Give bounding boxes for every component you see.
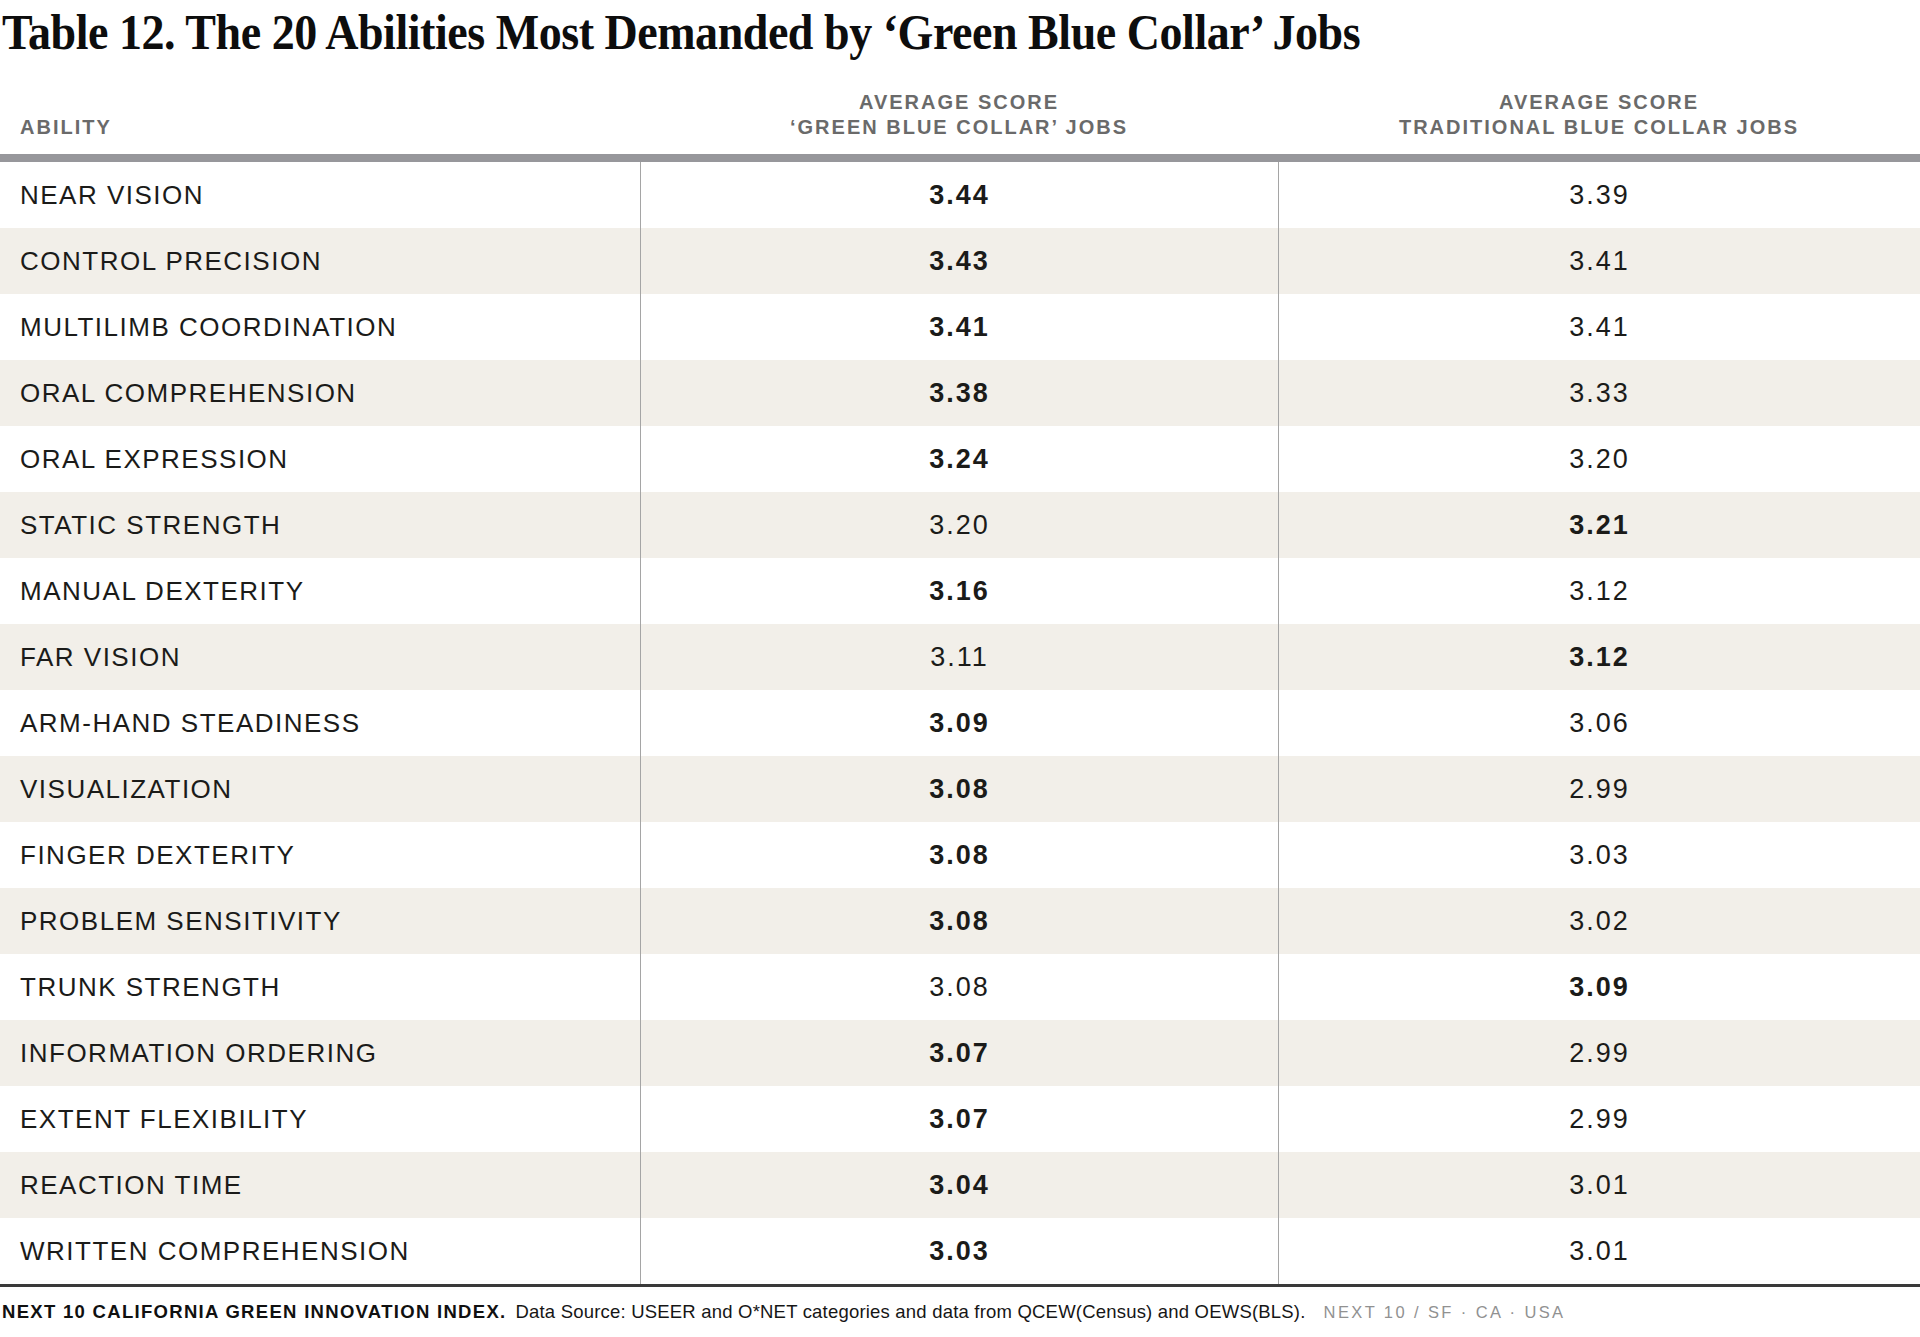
- green-score-cell: 3.44: [640, 162, 1278, 228]
- ability-cell: FINGER DEXTERITY: [0, 822, 640, 888]
- header-divider-bar: [0, 154, 1920, 162]
- green-score-cell: 3.38: [640, 360, 1278, 426]
- column-header-traditional-line1: AVERAGE SCORE: [1278, 90, 1920, 115]
- green-score-cell: 3.08: [640, 756, 1278, 822]
- traditional-score-cell: 3.33: [1278, 360, 1920, 426]
- table-row: MANUAL DEXTERITY3.163.12: [0, 558, 1920, 624]
- table-row: ORAL COMPREHENSION3.383.33: [0, 360, 1920, 426]
- ability-cell: ARM-HAND STEADINESS: [0, 690, 640, 756]
- table-row: PROBLEM SENSITIVITY3.083.02: [0, 888, 1920, 954]
- traditional-score-cell: 3.09: [1278, 954, 1920, 1020]
- footer-rule: [0, 1284, 1920, 1287]
- green-score-cell: 3.43: [640, 228, 1278, 294]
- table-row: STATIC STRENGTH3.203.21: [0, 492, 1920, 558]
- green-score-cell: 3.09: [640, 690, 1278, 756]
- table-row: REACTION TIME3.043.01: [0, 1152, 1920, 1218]
- green-score-cell: 3.20: [640, 492, 1278, 558]
- footer: NEXT 10 CALIFORNIA GREEN INNOVATION INDE…: [0, 1301, 1920, 1323]
- ability-cell: STATIC STRENGTH: [0, 492, 640, 558]
- table-row: ARM-HAND STEADINESS3.093.06: [0, 690, 1920, 756]
- column-header-green-line1: AVERAGE SCORE: [640, 90, 1278, 115]
- ability-cell: PROBLEM SENSITIVITY: [0, 888, 640, 954]
- ability-cell: VISUALIZATION: [0, 756, 640, 822]
- table-row: MULTILIMB COORDINATION3.413.41: [0, 294, 1920, 360]
- column-header-traditional-score: AVERAGE SCORE TRADITIONAL BLUE COLLAR JO…: [1278, 90, 1920, 140]
- table-row: INFORMATION ORDERING3.072.99: [0, 1020, 1920, 1086]
- ability-cell: ORAL EXPRESSION: [0, 426, 640, 492]
- footer-index-label: NEXT 10 CALIFORNIA GREEN INNOVATION INDE…: [2, 1301, 506, 1323]
- green-score-cell: 3.04: [640, 1152, 1278, 1218]
- ability-cell: ORAL COMPREHENSION: [0, 360, 640, 426]
- traditional-score-cell: 3.21: [1278, 492, 1920, 558]
- traditional-score-cell: 3.41: [1278, 294, 1920, 360]
- table-row: WRITTEN COMPREHENSION3.033.01: [0, 1218, 1920, 1284]
- green-score-cell: 3.24: [640, 426, 1278, 492]
- green-score-cell: 3.07: [640, 1020, 1278, 1086]
- table-row: CONTROL PRECISION3.433.41: [0, 228, 1920, 294]
- ability-cell: MANUAL DEXTERITY: [0, 558, 640, 624]
- traditional-score-cell: 2.99: [1278, 1086, 1920, 1152]
- green-score-cell: 3.41: [640, 294, 1278, 360]
- table-title: Table 12. The 20 Abilities Most Demanded…: [2, 4, 1767, 60]
- table-header-row: ABILITY AVERAGE SCORE ‘GREEN BLUE COLLAR…: [0, 90, 1920, 140]
- traditional-score-cell: 3.41: [1278, 228, 1920, 294]
- ability-cell: FAR VISION: [0, 624, 640, 690]
- footer-data-source: Data Source: USEER and O*NET categories …: [515, 1301, 1305, 1323]
- green-score-cell: 3.08: [640, 888, 1278, 954]
- table-figure: Table 12. The 20 Abilities Most Demanded…: [0, 4, 1920, 1323]
- ability-cell: WRITTEN COMPREHENSION: [0, 1218, 640, 1284]
- traditional-score-cell: 3.02: [1278, 888, 1920, 954]
- green-score-cell: 3.07: [640, 1086, 1278, 1152]
- ability-cell: CONTROL PRECISION: [0, 228, 640, 294]
- ability-cell: EXTENT FLEXIBILITY: [0, 1086, 640, 1152]
- traditional-score-cell: 3.39: [1278, 162, 1920, 228]
- traditional-score-cell: 3.20: [1278, 426, 1920, 492]
- table-row: ORAL EXPRESSION3.243.20: [0, 426, 1920, 492]
- ability-cell: MULTILIMB COORDINATION: [0, 294, 640, 360]
- green-score-cell: 3.03: [640, 1218, 1278, 1284]
- column-header-ability: ABILITY: [0, 115, 640, 140]
- ability-cell: INFORMATION ORDERING: [0, 1020, 640, 1086]
- footer-brand-mark: NEXT 10 / SF · CA · USA: [1324, 1303, 1566, 1322]
- table-row: VISUALIZATION3.082.99: [0, 756, 1920, 822]
- traditional-score-cell: 3.01: [1278, 1218, 1920, 1284]
- green-score-cell: 3.11: [640, 624, 1278, 690]
- table-row: TRUNK STRENGTH3.083.09: [0, 954, 1920, 1020]
- ability-cell: REACTION TIME: [0, 1152, 640, 1218]
- traditional-score-cell: 3.03: [1278, 822, 1920, 888]
- ability-cell: NEAR VISION: [0, 162, 640, 228]
- traditional-score-cell: 3.06: [1278, 690, 1920, 756]
- traditional-score-cell: 3.12: [1278, 558, 1920, 624]
- column-header-traditional-line2: TRADITIONAL BLUE COLLAR JOBS: [1278, 115, 1920, 140]
- traditional-score-cell: 3.12: [1278, 624, 1920, 690]
- traditional-score-cell: 2.99: [1278, 756, 1920, 822]
- table-row: NEAR VISION3.443.39: [0, 162, 1920, 228]
- table-row: FINGER DEXTERITY3.083.03: [0, 822, 1920, 888]
- table-body: NEAR VISION3.443.39CONTROL PRECISION3.43…: [0, 162, 1920, 1284]
- traditional-score-cell: 3.01: [1278, 1152, 1920, 1218]
- table-row: FAR VISION3.113.12: [0, 624, 1920, 690]
- green-score-cell: 3.08: [640, 822, 1278, 888]
- traditional-score-cell: 2.99: [1278, 1020, 1920, 1086]
- column-header-green-line2: ‘GREEN BLUE COLLAR’ JOBS: [640, 115, 1278, 140]
- green-score-cell: 3.16: [640, 558, 1278, 624]
- column-header-green-score: AVERAGE SCORE ‘GREEN BLUE COLLAR’ JOBS: [640, 90, 1278, 140]
- table-row: EXTENT FLEXIBILITY3.072.99: [0, 1086, 1920, 1152]
- ability-cell: TRUNK STRENGTH: [0, 954, 640, 1020]
- green-score-cell: 3.08: [640, 954, 1278, 1020]
